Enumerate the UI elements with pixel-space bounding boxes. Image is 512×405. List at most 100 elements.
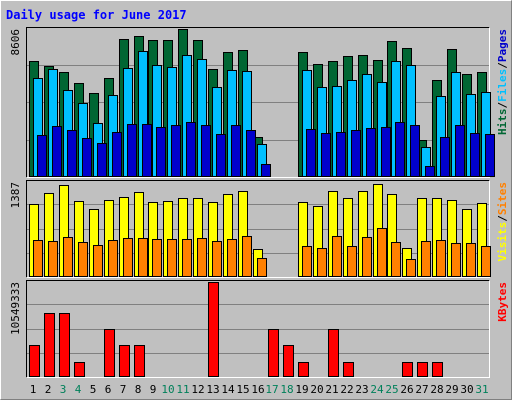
hits-legend-part-1: / xyxy=(496,102,509,109)
x-tick-label-20: 20 xyxy=(310,383,323,396)
x-tick-label-7: 7 xyxy=(120,383,127,396)
visits-bar-sites-7 xyxy=(123,238,133,277)
visits-bar-sites-20 xyxy=(317,248,327,277)
visits-bar-sites-23 xyxy=(362,237,372,277)
visits-bar-sites-6 xyxy=(108,240,118,277)
hits-bar-pages-5 xyxy=(97,143,107,177)
visits-bar-sites-8 xyxy=(138,238,148,277)
kbytes-legend: KBytes xyxy=(496,282,509,322)
hits-ymax-label: 8606 xyxy=(9,29,22,56)
visits-bar-sites-26 xyxy=(406,259,416,277)
x-tick-label-21: 21 xyxy=(325,383,338,396)
visits-legend-part-2: Sites xyxy=(496,182,509,215)
hits-bar-pages-13 xyxy=(216,134,226,177)
visits-bar-sites-28 xyxy=(436,240,446,277)
x-tick-label-26: 26 xyxy=(400,383,413,396)
visits-bar-sites-22 xyxy=(347,246,357,277)
kbytes-bar-kbytes-7 xyxy=(119,345,130,377)
hits-bar-pages-19 xyxy=(306,129,316,177)
hits-legend-part-2: Files xyxy=(496,69,509,102)
visits-bar-sites-16 xyxy=(257,258,267,277)
panel-visits: 1387 Visits/Sites xyxy=(9,180,509,278)
kbytes-plot-border-dark xyxy=(26,280,490,378)
kbytes-bar-kbytes-2 xyxy=(44,313,55,377)
hits-bar-pages-29 xyxy=(455,125,465,177)
visits-bar-sites-3 xyxy=(63,237,73,277)
visits-bar-sites-25 xyxy=(391,242,401,277)
x-tick-label-14: 14 xyxy=(221,383,235,396)
kbytes-bar-kbytes-22 xyxy=(343,362,354,377)
hits-legend-part-3: / xyxy=(496,62,509,69)
visits-bar-sites-1 xyxy=(33,240,43,277)
visits-plot-border-light xyxy=(26,180,490,278)
x-tick-label-24: 24 xyxy=(370,383,384,396)
kbytes-bar-kbytes-27 xyxy=(417,362,428,377)
visits-ymax-label: 1387 xyxy=(9,182,22,209)
kbytes-bar-kbytes-8 xyxy=(134,345,145,377)
visits-legend-part-0: Visits xyxy=(496,222,509,262)
kbytes-bar-kbytes-6 xyxy=(104,329,115,377)
hits-bar-pages-11 xyxy=(186,122,196,177)
x-tick-label-10: 10 xyxy=(161,383,174,396)
x-tick-label-31: 31 xyxy=(475,383,488,396)
visits-bar-sites-4 xyxy=(78,242,88,277)
x-tick-label-1: 1 xyxy=(30,383,37,396)
kbytes-bar-kbytes-13 xyxy=(208,282,219,377)
visits-legend-part-1: / xyxy=(496,215,509,222)
kbytes-ymax-label: 10549333 xyxy=(9,282,22,335)
hits-bar-pages-21 xyxy=(336,132,346,177)
visits-legend: Visits/Sites xyxy=(496,182,509,262)
x-tick-label-19: 19 xyxy=(295,383,308,396)
x-tick-label-4: 4 xyxy=(75,383,82,396)
hits-bar-pages-31 xyxy=(485,134,495,177)
kbytes-bar-kbytes-18 xyxy=(283,345,294,377)
hits-bar-pages-20 xyxy=(321,133,331,177)
hits-bar-pages-1 xyxy=(37,135,47,177)
hits-bar-pages-30 xyxy=(470,133,480,177)
hits-bar-pages-10 xyxy=(171,125,181,177)
kbytes-bar-kbytes-21 xyxy=(328,329,339,377)
x-tick-label-12: 12 xyxy=(191,383,204,396)
hits-bar-pages-16 xyxy=(261,164,271,177)
hits-bar-pages-3 xyxy=(67,130,77,177)
hits-legend-part-4: Pages xyxy=(496,29,509,62)
hits-plot-border-light xyxy=(26,27,490,178)
kbytes-plot-area xyxy=(26,280,489,377)
x-tick-label-16: 16 xyxy=(251,383,264,396)
visits-bar-sites-19 xyxy=(302,246,312,277)
visits-bar-sites-30 xyxy=(466,243,476,277)
x-tick-label-2: 2 xyxy=(45,383,52,396)
x-tick-label-3: 3 xyxy=(60,383,67,396)
x-tick-label-23: 23 xyxy=(355,383,368,396)
x-tick-label-9: 9 xyxy=(150,383,157,396)
hits-bar-pages-27 xyxy=(425,166,435,177)
visits-bar-sites-13 xyxy=(212,241,222,277)
hits-legend-part-0: Hits xyxy=(496,109,509,136)
hits-bar-pages-25 xyxy=(395,122,405,177)
kbytes-bar-kbytes-3 xyxy=(59,313,70,377)
hits-bar-pages-12 xyxy=(201,125,211,177)
visits-bar-sites-2 xyxy=(48,241,58,277)
visits-bar-sites-11 xyxy=(182,239,192,277)
visits-plot-border-dark xyxy=(26,180,490,278)
x-tick-label-28: 28 xyxy=(430,383,443,396)
chart-title: Daily usage for June 2017 xyxy=(6,8,187,22)
x-tick-label-18: 18 xyxy=(280,383,293,396)
hits-bar-pages-8 xyxy=(142,124,152,177)
kbytes-bar-kbytes-17 xyxy=(268,329,279,377)
visits-bar-sites-21 xyxy=(332,236,342,277)
visits-bar-sites-27 xyxy=(421,241,431,277)
hits-legend: Hits/Files/Pages xyxy=(496,29,509,135)
visits-bar-sites-29 xyxy=(451,243,461,277)
x-tick-label-13: 13 xyxy=(206,383,219,396)
kbytes-bar-kbytes-19 xyxy=(298,362,309,377)
hits-bar-pages-26 xyxy=(410,125,420,177)
x-tick-label-25: 25 xyxy=(385,383,398,396)
x-tick-label-27: 27 xyxy=(415,383,428,396)
visits-bar-sites-24 xyxy=(377,228,387,277)
visits-bar-sites-5 xyxy=(93,245,103,277)
hits-bar-pages-4 xyxy=(82,138,92,177)
